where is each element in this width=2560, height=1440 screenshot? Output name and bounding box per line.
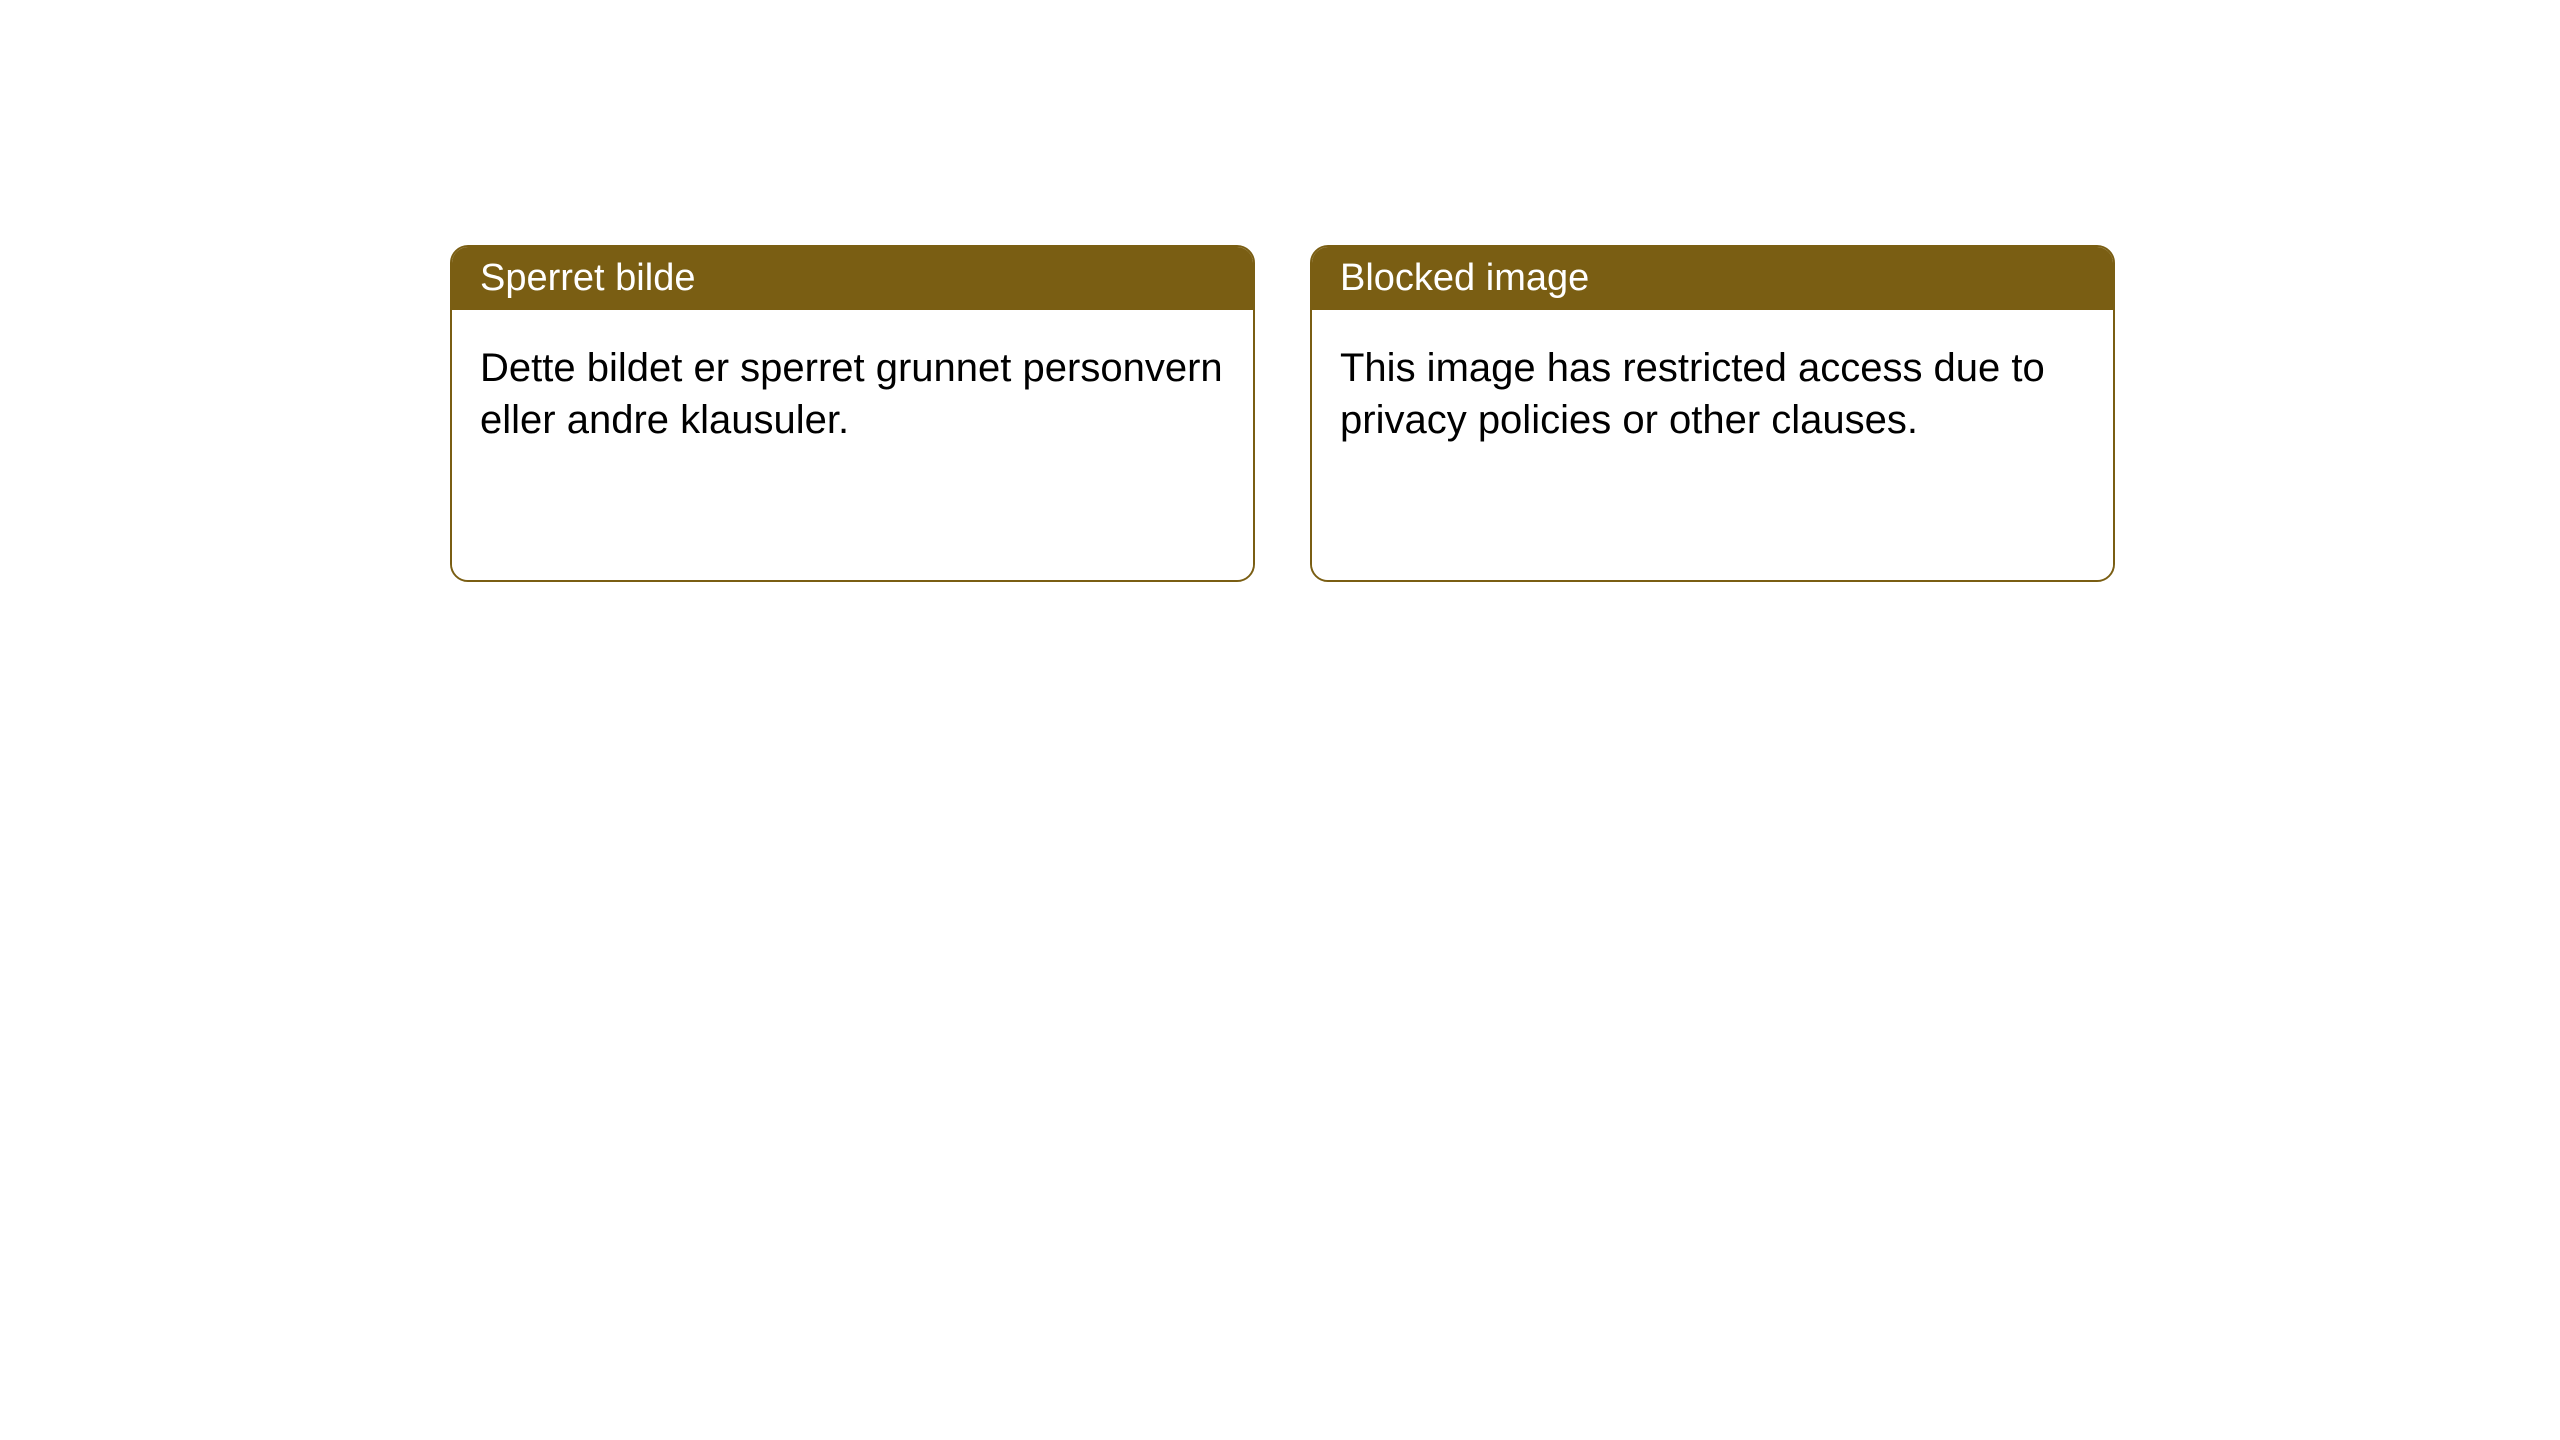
card-title-norwegian: Sperret bilde — [480, 257, 695, 299]
cards-container: Sperret bilde Dette bildet er sperret gr… — [0, 0, 2560, 582]
card-body-norwegian: Dette bildet er sperret grunnet personve… — [452, 310, 1253, 580]
card-text-english: This image has restricted access due to … — [1340, 342, 2085, 446]
card-norwegian: Sperret bilde Dette bildet er sperret gr… — [450, 245, 1255, 582]
card-title-english: Blocked image — [1340, 257, 1589, 299]
card-text-norwegian: Dette bildet er sperret grunnet personve… — [480, 342, 1225, 446]
card-body-english: This image has restricted access due to … — [1312, 310, 2113, 580]
card-header-english: Blocked image — [1312, 247, 2113, 310]
card-english: Blocked image This image has restricted … — [1310, 245, 2115, 582]
card-header-norwegian: Sperret bilde — [452, 247, 1253, 310]
